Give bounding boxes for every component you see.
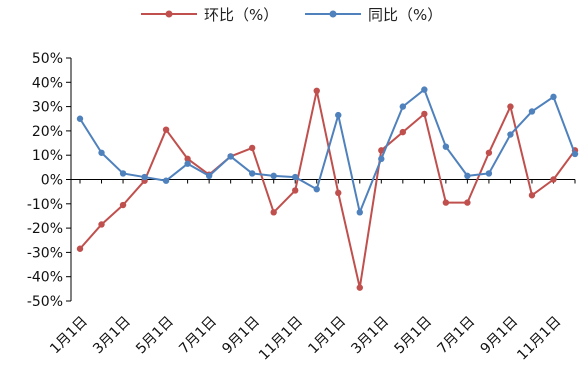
axes: 50% 40% 30% 20% 10% 0% -10% -20% -30% -40% -50% 1月1… bbox=[27, 51, 576, 364]
data-point bbox=[98, 149, 105, 156]
legend-marker-mom bbox=[165, 10, 173, 18]
data-point bbox=[227, 153, 234, 160]
data-point bbox=[356, 284, 363, 291]
data-point bbox=[76, 245, 84, 252]
data-point bbox=[184, 155, 191, 163]
x-tick-label: 5月1日 bbox=[133, 314, 177, 358]
data-point bbox=[335, 111, 342, 119]
data-point bbox=[528, 192, 536, 199]
x-tick-label: 1月1日 bbox=[47, 314, 91, 358]
data-point bbox=[485, 149, 493, 156]
x-tick-label: 1月1日 bbox=[305, 314, 349, 358]
data-point bbox=[162, 126, 170, 133]
legend-marker-yoy bbox=[329, 10, 337, 18]
y-tick-label: -50% bbox=[27, 294, 63, 310]
data-point bbox=[98, 221, 105, 228]
legend: 环比（%） 同比（%） bbox=[141, 6, 442, 24]
x-tick-label: 5月1日 bbox=[391, 314, 435, 358]
legend-label-yoy: 同比（%） bbox=[368, 6, 442, 24]
data-point bbox=[270, 209, 277, 216]
data-point bbox=[421, 86, 428, 93]
series-line bbox=[79, 89, 576, 289]
data-point bbox=[464, 172, 471, 180]
data-point bbox=[485, 170, 493, 177]
series-layer bbox=[76, 86, 579, 291]
x-tick-label: 3月1日 bbox=[90, 314, 134, 358]
data-point bbox=[205, 172, 213, 180]
x-tick-label: 7月1日 bbox=[435, 314, 479, 358]
y-tick-label: -40% bbox=[27, 270, 63, 286]
data-point bbox=[378, 155, 385, 163]
y-tick-label: 0% bbox=[41, 173, 63, 189]
data-point bbox=[550, 176, 557, 183]
data-point bbox=[184, 160, 191, 167]
legend-label-mom: 环比（%） bbox=[204, 6, 278, 24]
data-point bbox=[335, 189, 342, 197]
data-point bbox=[248, 144, 256, 152]
data-point bbox=[442, 143, 450, 150]
x-tick-label: 7月1日 bbox=[176, 314, 220, 358]
data-point bbox=[571, 150, 579, 158]
data-point bbox=[507, 103, 514, 110]
data-point bbox=[356, 209, 363, 216]
y-tick-label: 20% bbox=[32, 124, 63, 140]
data-point bbox=[292, 187, 299, 194]
y-tick-label: 40% bbox=[32, 75, 63, 91]
data-point bbox=[442, 199, 450, 206]
data-point bbox=[313, 87, 320, 95]
data-point bbox=[528, 108, 536, 115]
legend-item-yoy: 同比（%） bbox=[305, 6, 442, 24]
y-tick-label: 50% bbox=[32, 51, 63, 67]
series-0 bbox=[76, 87, 579, 291]
data-point bbox=[313, 186, 320, 193]
y-tick-label: -30% bbox=[27, 245, 63, 261]
data-point bbox=[248, 170, 256, 177]
data-point bbox=[162, 177, 170, 184]
y-tick-label: 30% bbox=[32, 100, 63, 116]
data-point bbox=[507, 131, 514, 138]
data-point bbox=[292, 173, 299, 181]
data-point bbox=[76, 115, 84, 122]
data-point bbox=[464, 199, 471, 206]
series-1 bbox=[76, 86, 579, 216]
x-tick-label: 3月1日 bbox=[348, 314, 392, 358]
legend-item-mom: 环比（%） bbox=[141, 6, 278, 24]
data-point bbox=[550, 93, 557, 101]
data-point bbox=[399, 103, 407, 110]
y-tick-label: 10% bbox=[32, 148, 63, 164]
data-point bbox=[119, 201, 127, 209]
data-point bbox=[421, 110, 428, 118]
x-tick-label: 11月1日 bbox=[514, 314, 564, 364]
x-tick-label: 11月1日 bbox=[256, 314, 306, 364]
series-line bbox=[79, 88, 576, 214]
y-tick-label: -10% bbox=[27, 197, 63, 213]
data-point bbox=[399, 128, 407, 136]
data-point bbox=[119, 170, 127, 177]
y-tick-label: -20% bbox=[27, 221, 63, 237]
data-point bbox=[270, 172, 277, 180]
data-point bbox=[378, 147, 385, 154]
data-point bbox=[141, 173, 148, 181]
